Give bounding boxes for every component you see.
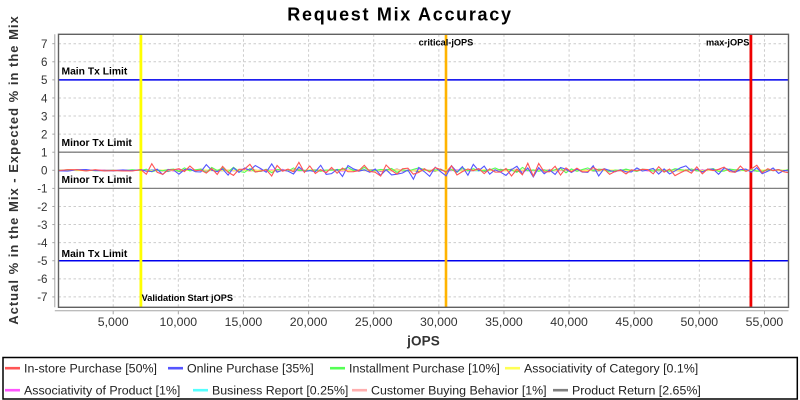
svg-text:-7: -7	[37, 291, 47, 304]
svg-text:2: 2	[41, 128, 47, 141]
svg-text:3: 3	[41, 110, 47, 123]
svg-text:Main Tx Limit: Main Tx Limit	[62, 249, 128, 260]
svg-text:Online Purchase [35%]: Online Purchase [35%]	[187, 362, 314, 376]
svg-text:15,000: 15,000	[225, 315, 263, 329]
svg-text:Business Report [0.25%]: Business Report [0.25%]	[212, 384, 348, 398]
svg-text:Actual % in the Mix - Expected: Actual % in the Mix - Expected % in the …	[6, 15, 21, 325]
svg-text:7: 7	[41, 38, 47, 51]
svg-text:Product Return [2.65%]: Product Return [2.65%]	[572, 384, 701, 398]
svg-text:0: 0	[41, 165, 47, 178]
svg-text:30,000: 30,000	[420, 315, 458, 329]
svg-text:-3: -3	[37, 219, 47, 232]
svg-text:Associativity of Product [1%]: Associativity of Product [1%]	[24, 384, 180, 398]
svg-text:-1: -1	[37, 183, 47, 196]
svg-text:Minor Tx Limit: Minor Tx Limit	[62, 175, 133, 186]
svg-text:-6: -6	[37, 273, 47, 286]
svg-text:Associativity of Category [0.1: Associativity of Category [0.1%]	[524, 362, 698, 376]
svg-text:10,000: 10,000	[160, 315, 198, 329]
svg-text:Main Tx Limit: Main Tx Limit	[62, 67, 128, 78]
svg-text:-5: -5	[37, 255, 47, 268]
svg-text:25,000: 25,000	[355, 315, 393, 329]
svg-text:Installment Purchase [10%]: Installment Purchase [10%]	[349, 362, 500, 376]
svg-text:-4: -4	[37, 237, 48, 250]
svg-text:Validation Start jOPS: Validation Start jOPS	[142, 293, 233, 303]
svg-text:4: 4	[41, 92, 48, 105]
svg-text:-2: -2	[37, 201, 47, 214]
svg-text:Customer Buying Behavior [1%]: Customer Buying Behavior [1%]	[371, 384, 547, 398]
svg-text:5: 5	[41, 74, 47, 87]
svg-text:20,000: 20,000	[290, 315, 328, 329]
svg-text:40,000: 40,000	[550, 315, 588, 329]
svg-text:max-jOPS: max-jOPS	[706, 38, 749, 48]
svg-text:1: 1	[41, 147, 47, 160]
svg-text:In-store Purchase [50%]: In-store Purchase [50%]	[24, 362, 157, 376]
svg-text:Minor Tx Limit: Minor Tx Limit	[62, 138, 133, 149]
svg-text:Request Mix Accuracy: Request Mix Accuracy	[287, 4, 512, 24]
svg-text:50,000: 50,000	[681, 315, 719, 329]
svg-text:35,000: 35,000	[485, 315, 523, 329]
svg-text:45,000: 45,000	[615, 315, 653, 329]
svg-text:55,000: 55,000	[746, 315, 784, 329]
svg-text:jOPS: jOPS	[406, 333, 440, 348]
svg-text:6: 6	[41, 56, 47, 69]
svg-text:5,000: 5,000	[98, 315, 129, 329]
svg-text:critical-jOPS: critical-jOPS	[419, 38, 474, 48]
